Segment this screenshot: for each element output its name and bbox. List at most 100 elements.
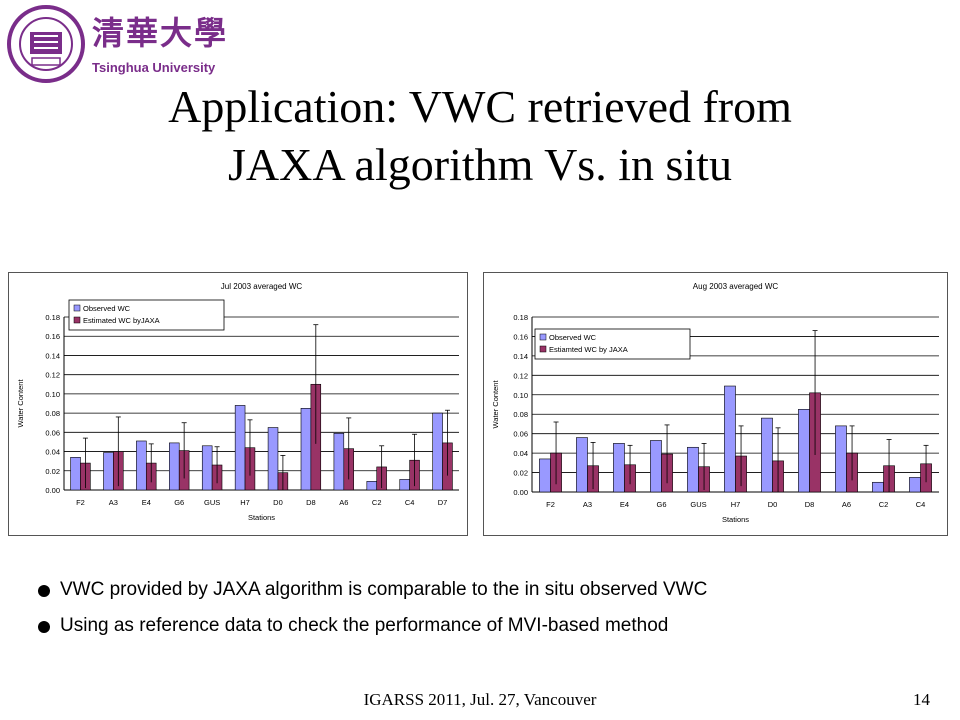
slide-title-line-2: JAXA algorithm Vs. in situ (228, 139, 732, 190)
legend-swatch (73, 316, 81, 324)
x-tick-label: A6 (339, 498, 348, 507)
bullet-dot-icon (38, 621, 50, 633)
y-tick-label: 0.06 (45, 428, 60, 437)
chart-jul-2003: Jul 2003 averaged WC 0.00 0.02 0.04 0.06 0.08… (8, 272, 468, 536)
y-axis-label: Water Content (491, 380, 500, 429)
bar-observed (761, 417, 773, 493)
y-tick-label: 0.04 (513, 449, 528, 458)
y-tick-label: 0.00 (45, 486, 60, 495)
bar-observed (333, 432, 345, 491)
x-tick-label: D0 (768, 500, 778, 509)
x-tick-label: D8 (306, 498, 316, 507)
x-tick-label: C2 (372, 498, 382, 507)
x-tick-label: C2 (879, 500, 889, 509)
bar-observed (432, 412, 443, 491)
bar-observed (103, 452, 114, 491)
bar-observed (169, 442, 180, 491)
bar-observed (909, 477, 921, 493)
y-tick-label: 0.06 (513, 430, 528, 439)
bar-observed (650, 440, 662, 493)
x-tick-label: A6 (842, 500, 851, 509)
legend-label: Estiamted WC by JAXA (549, 345, 628, 354)
legend-swatch (539, 345, 547, 353)
bar-observed (267, 427, 279, 491)
chart-title: Aug 2003 averaged WC (693, 282, 779, 291)
y-axis-label: Water Content (16, 379, 25, 428)
university-name-cn: 清華大學 (92, 14, 229, 52)
legend-box (68, 299, 225, 331)
legend-label: Estimated WC byJAXA (83, 316, 160, 325)
y-tick-label: 0.10 (513, 391, 528, 400)
bar-observed (136, 440, 147, 491)
x-tick-label: H7 (731, 500, 741, 509)
x-axis-label: Stations (722, 515, 749, 524)
y-tick-label: 0.00 (513, 488, 528, 497)
bar-observed (835, 425, 847, 493)
slide-footer: IGARSS 2011, Jul. 27, Vancouver (363, 690, 597, 709)
y-tick-label: 0.18 (513, 313, 528, 322)
legend-label: Observed WC (83, 304, 131, 313)
legend-box (534, 328, 691, 360)
x-tick-label: C4 (916, 500, 926, 509)
page-number: 14 (913, 690, 930, 709)
bullet-dot-icon (38, 585, 50, 597)
x-tick-label: G6 (656, 500, 666, 509)
x-axis-label: Stations (248, 513, 275, 522)
y-tick-label: 0.08 (45, 409, 60, 418)
bar-observed (366, 481, 378, 491)
x-tick-label: D8 (805, 500, 815, 509)
y-tick-label: 0.14 (513, 352, 528, 361)
y-tick-label: 0.10 (45, 390, 60, 399)
x-tick-label: D0 (273, 498, 283, 507)
list-item: VWC provided by JAXA algorithm is compar… (38, 575, 707, 611)
bullet-text: Using as reference data to check the per… (60, 615, 669, 636)
x-tick-label: E4 (142, 498, 151, 507)
chart-aug-2003-svg: Aug 2003 averaged WC 0.00 0.02 0.04 0.06 0.08… (491, 282, 939, 524)
bar-observed (539, 458, 551, 493)
legend-label: Observed WC (549, 333, 597, 342)
chart-jul-2003-svg: Jul 2003 averaged WC 0.00 0.02 0.04 0.06 0.08… (16, 282, 459, 522)
bar-observed (798, 409, 810, 493)
bullet-text: VWC provided by JAXA algorithm is compar… (60, 579, 708, 600)
x-tick-label: F2 (546, 500, 555, 509)
x-tick-label: GUS (204, 498, 220, 507)
x-tick-label: GUS (690, 500, 706, 509)
y-tick-label: 0.02 (513, 469, 528, 478)
bar-observed (872, 481, 884, 493)
x-tick-label: G6 (174, 498, 184, 507)
y-tick-label: 0.16 (45, 332, 60, 341)
y-tick-label: 0.12 (45, 371, 60, 380)
y-tick-label: 0.02 (45, 467, 60, 476)
y-tick-label: 0.04 (45, 448, 60, 457)
bar-observed (399, 479, 410, 491)
chart-title: Jul 2003 averaged WC (221, 282, 303, 291)
x-tick-label: A3 (583, 500, 592, 509)
list-item: Using as reference data to check the per… (38, 611, 707, 647)
bullet-list: VWC provided by JAXA algorithm is compar… (38, 575, 707, 647)
tsinghua-logo-icon (7, 5, 85, 83)
y-tick-label: 0.18 (45, 313, 60, 322)
bar-observed (613, 443, 625, 493)
bar-observed (234, 405, 246, 491)
y-tick-label: 0.12 (513, 371, 528, 380)
slide-title-line-1: Application: VWC retrieved from (168, 81, 792, 132)
bar-observed (201, 445, 213, 491)
bar-observed (576, 437, 588, 493)
x-tick-label: E4 (620, 500, 629, 509)
x-tick-label: F2 (76, 498, 85, 507)
bar-observed (300, 408, 312, 491)
x-tick-label: H7 (240, 498, 250, 507)
x-tick-label: C4 (405, 498, 415, 507)
bar-observed (70, 457, 81, 491)
chart-aug-2003: Aug 2003 averaged WC 0.00 0.02 0.04 0.06 0.08… (483, 272, 948, 536)
x-tick-label: A3 (109, 498, 118, 507)
legend-swatch (73, 304, 81, 312)
y-tick-label: 0.16 (513, 332, 528, 341)
university-name-en: Tsinghua University (92, 60, 216, 75)
y-tick-label: 0.08 (513, 410, 528, 419)
y-tick-label: 0.14 (45, 351, 60, 360)
bar-observed (724, 385, 736, 493)
x-tick-label: D7 (438, 498, 448, 507)
legend-swatch (539, 333, 547, 341)
bar-observed (687, 446, 699, 493)
